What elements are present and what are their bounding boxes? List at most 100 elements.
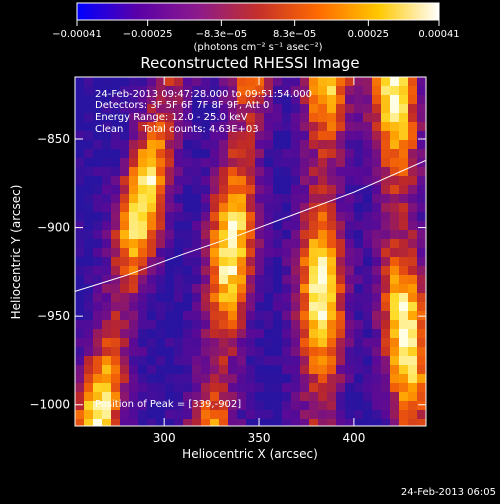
heatmap-cell (273, 338, 282, 347)
heatmap-cell (264, 392, 273, 401)
heatmap-cell (102, 356, 111, 365)
heatmap-cell (354, 392, 363, 401)
heatmap-cell (147, 302, 156, 311)
heatmap-cell (291, 77, 300, 86)
heatmap-cell (147, 338, 156, 347)
heatmap-cell (309, 239, 318, 248)
heatmap-cell (210, 221, 219, 230)
heatmap-cell (138, 302, 147, 311)
heatmap-cell (417, 419, 426, 426)
heatmap-cell (255, 410, 264, 419)
heatmap-cell (354, 95, 363, 104)
heatmap-cell (147, 149, 156, 158)
heatmap-cell (300, 365, 309, 374)
heatmap-cell (390, 131, 399, 140)
heatmap-cell (111, 248, 120, 257)
heatmap-cell (345, 185, 354, 194)
heatmap-cell (219, 113, 228, 122)
heatmap-cell (93, 176, 102, 185)
heatmap-cell (381, 293, 390, 302)
heatmap-cell (291, 275, 300, 284)
heatmap-cell (300, 329, 309, 338)
heatmap-cell (417, 176, 426, 185)
heatmap-cell (354, 311, 363, 320)
heatmap-cell (354, 149, 363, 158)
heatmap-cell (381, 401, 390, 410)
heatmap-cell (408, 131, 417, 140)
heatmap-cell (309, 293, 318, 302)
heatmap-cell (390, 77, 399, 86)
heatmap-cell (165, 122, 174, 131)
colorbar (76, 2, 440, 21)
heatmap-cell (255, 266, 264, 275)
heatmap-cell (291, 257, 300, 266)
heatmap-cell (219, 347, 228, 356)
heatmap-cell (363, 248, 372, 257)
plot-frame (74, 76, 427, 427)
heatmap-cell (327, 194, 336, 203)
heatmap-cell (174, 131, 183, 140)
heatmap-cell (417, 374, 426, 383)
heatmap-cell (354, 140, 363, 149)
heatmap-cell (138, 167, 147, 176)
heatmap-cell (372, 95, 381, 104)
heatmap-cell (381, 338, 390, 347)
heatmap-cell (138, 113, 147, 122)
heatmap-cell (156, 149, 165, 158)
heatmap-cell (174, 329, 183, 338)
heatmap-cell (300, 419, 309, 426)
heatmap-cell (417, 311, 426, 320)
heatmap-cell (381, 77, 390, 86)
heatmap-cell (264, 185, 273, 194)
heatmap-cell (102, 266, 111, 275)
heatmap-cell (138, 95, 147, 104)
heatmap-cell (147, 185, 156, 194)
heatmap-cell (228, 212, 237, 221)
heatmap-cell (399, 275, 408, 284)
heatmap-cell (120, 77, 129, 86)
heatmap-cell (84, 95, 93, 104)
heatmap-cell (237, 293, 246, 302)
heatmap-cell (345, 338, 354, 347)
heatmap-cell (264, 104, 273, 113)
heatmap-cell (228, 419, 237, 426)
heatmap-cell (291, 158, 300, 167)
heatmap-cell (111, 221, 120, 230)
heatmap-cell (138, 347, 147, 356)
heatmap-cell (318, 77, 327, 86)
heatmap-cell (111, 185, 120, 194)
heatmap-cell (237, 248, 246, 257)
heatmap-cell (93, 140, 102, 149)
heatmap-cell (228, 356, 237, 365)
heatmap-cell (75, 140, 84, 149)
heatmap-cell (156, 77, 165, 86)
heatmap-cell (129, 113, 138, 122)
heatmap-cell (120, 338, 129, 347)
heatmap-cell (174, 95, 183, 104)
heatmap-cell (210, 95, 219, 104)
heatmap-cell (228, 113, 237, 122)
heatmap-cell (291, 113, 300, 122)
heatmap-cell (282, 140, 291, 149)
heatmap-cell (417, 203, 426, 212)
heatmap-cell (201, 257, 210, 266)
heatmap-cell (183, 230, 192, 239)
heatmap-cell (201, 284, 210, 293)
heatmap-cell (183, 338, 192, 347)
heatmap-cell (390, 176, 399, 185)
heatmap-cell (165, 410, 174, 419)
heatmap-cell (318, 185, 327, 194)
heatmap-cell (138, 293, 147, 302)
heatmap-cell (192, 374, 201, 383)
heatmap-cell (75, 401, 84, 410)
heatmap-cell (282, 86, 291, 95)
heatmap-cell (93, 419, 102, 426)
heatmap-cell (246, 176, 255, 185)
heatmap-cell (408, 293, 417, 302)
heatmap-cell (327, 248, 336, 257)
heatmap-cell (129, 257, 138, 266)
heatmap-cell (264, 248, 273, 257)
heatmap-cell (147, 230, 156, 239)
heatmap-cell (102, 122, 111, 131)
heatmap-cell (363, 158, 372, 167)
